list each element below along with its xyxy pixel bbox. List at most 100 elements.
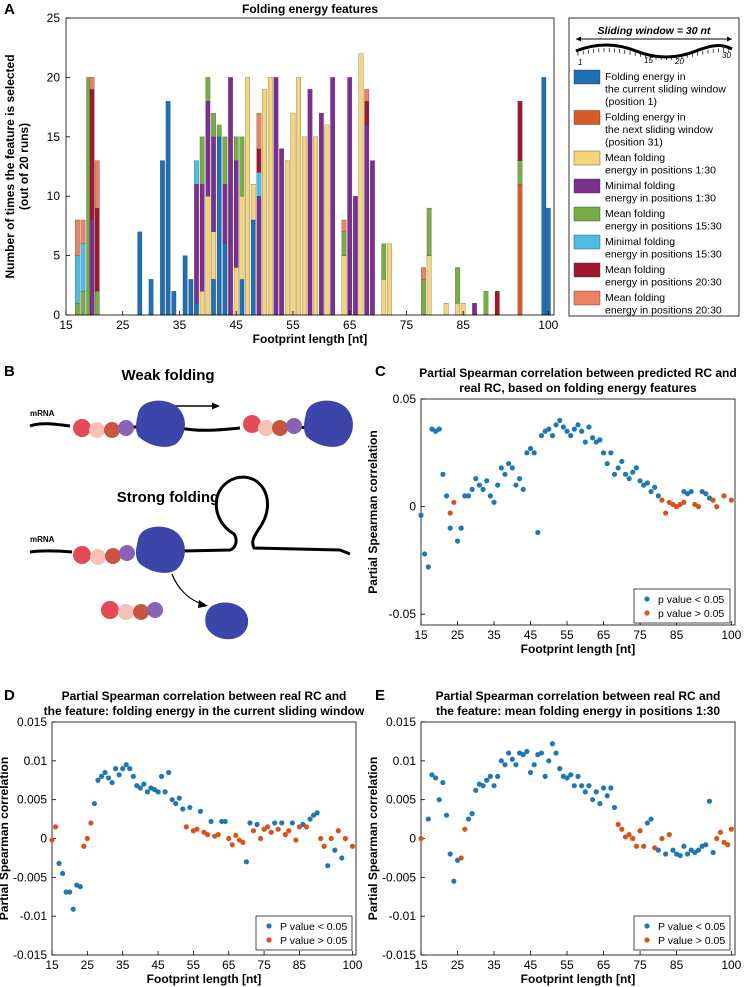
data-point <box>169 797 175 803</box>
data-point <box>597 437 603 443</box>
legend-swatch <box>573 69 601 85</box>
y-tick-label: 0.01 <box>393 754 417 768</box>
data-point <box>272 820 278 826</box>
data-point <box>265 824 271 830</box>
window-tick-label-20: 20 <box>674 57 684 66</box>
data-point <box>659 835 665 842</box>
legend-label: P value > 0.05 <box>658 935 725 947</box>
data-point <box>619 826 625 832</box>
bar-segment <box>426 207 432 256</box>
bar-segment <box>211 136 216 232</box>
data-point <box>422 551 428 557</box>
data-point <box>314 810 320 816</box>
bar-segment <box>239 196 245 280</box>
data-point <box>342 835 348 842</box>
bar-segment <box>137 231 143 316</box>
data-point <box>637 828 643 834</box>
data-point <box>56 860 62 866</box>
bar-segment <box>296 77 301 316</box>
data-point <box>429 772 435 778</box>
ribosome-protein-purple-2 <box>286 418 302 434</box>
bar-segment <box>330 77 336 316</box>
data-point <box>644 820 650 826</box>
data-point <box>615 465 621 471</box>
bar-segment <box>307 89 313 316</box>
data-point <box>158 773 165 779</box>
bar-segment <box>455 267 460 304</box>
data-point <box>542 773 548 779</box>
x-tick-label: 75 <box>633 628 647 642</box>
bar-segment <box>222 136 228 185</box>
chart-title-line: real RC, based on folding energy feature… <box>459 381 697 395</box>
data-point <box>626 832 632 838</box>
data-point <box>670 847 676 853</box>
free-protein-purple <box>147 602 163 618</box>
data-point <box>286 828 292 834</box>
data-point <box>60 870 66 877</box>
legend-box <box>255 915 353 951</box>
plot-frame <box>65 17 555 316</box>
legend-swatch <box>573 290 601 306</box>
x-tick-label: 85 <box>457 318 471 332</box>
dissociation-arrow <box>171 573 203 605</box>
data-point <box>465 493 472 499</box>
data-point <box>484 777 490 783</box>
bar-segment <box>290 112 296 316</box>
data-point <box>615 821 621 828</box>
legend-label: energy in positions 15:30 <box>605 221 722 233</box>
data-point <box>88 820 94 826</box>
bar-segment <box>370 160 375 316</box>
mrna-strand-2 <box>29 475 351 556</box>
y-tick-label: -0.015 <box>13 948 47 962</box>
x-tick-label: 45 <box>230 318 244 332</box>
bar-segment <box>94 160 100 209</box>
data-point <box>443 812 450 818</box>
data-point <box>67 889 73 895</box>
data-point <box>480 486 486 492</box>
legend-label: Mean folding <box>605 292 665 304</box>
data-point <box>520 752 526 758</box>
legend-label: p value < 0.05 <box>658 594 724 606</box>
y-axis-label-line: (out of 20 runs) <box>17 123 31 210</box>
data-point <box>120 766 126 772</box>
data-point <box>95 777 101 783</box>
data-point <box>469 811 475 817</box>
data-point <box>109 779 115 786</box>
bar-segment <box>165 101 171 316</box>
data-point <box>487 773 493 779</box>
legend-swatch <box>573 178 601 194</box>
x-tick-label: 55 <box>187 958 201 972</box>
data-point <box>608 785 614 791</box>
y-tick-label: 0 <box>53 308 60 322</box>
ribosome-protein-brown-3 <box>105 548 121 564</box>
data-point <box>571 426 577 432</box>
ribosome-protein-brown-2 <box>272 420 288 436</box>
legend-label: the next sliding window <box>605 124 713 136</box>
data-point <box>564 428 570 434</box>
legend-marker <box>266 937 272 943</box>
y-axis-label: Partial Spearman correlation <box>366 757 380 920</box>
data-point <box>608 450 614 456</box>
data-point <box>425 816 431 822</box>
x-tick-label: 100 <box>538 318 558 332</box>
data-point <box>328 835 334 842</box>
data-point <box>703 842 709 848</box>
data-point <box>579 783 585 789</box>
data-point <box>81 843 87 849</box>
legend-swatch <box>573 234 601 250</box>
x-axis-label: Footprint length [nt] <box>521 972 636 986</box>
ribosome-protein-brown <box>104 422 120 438</box>
bar-segment <box>267 77 273 316</box>
chart-title: Folding energy features <box>242 2 378 16</box>
data-point <box>688 488 694 495</box>
x-tick-label: 75 <box>400 318 414 332</box>
data-point <box>465 816 472 822</box>
y-tick-label: -0.005 <box>382 870 416 884</box>
window-arrow-right <box>727 36 732 42</box>
data-point <box>339 855 345 861</box>
data-point <box>141 781 147 787</box>
data-point <box>571 783 577 789</box>
data-point <box>597 800 603 807</box>
ribosome-protein-pink-3 <box>90 549 106 565</box>
data-point <box>509 465 515 471</box>
